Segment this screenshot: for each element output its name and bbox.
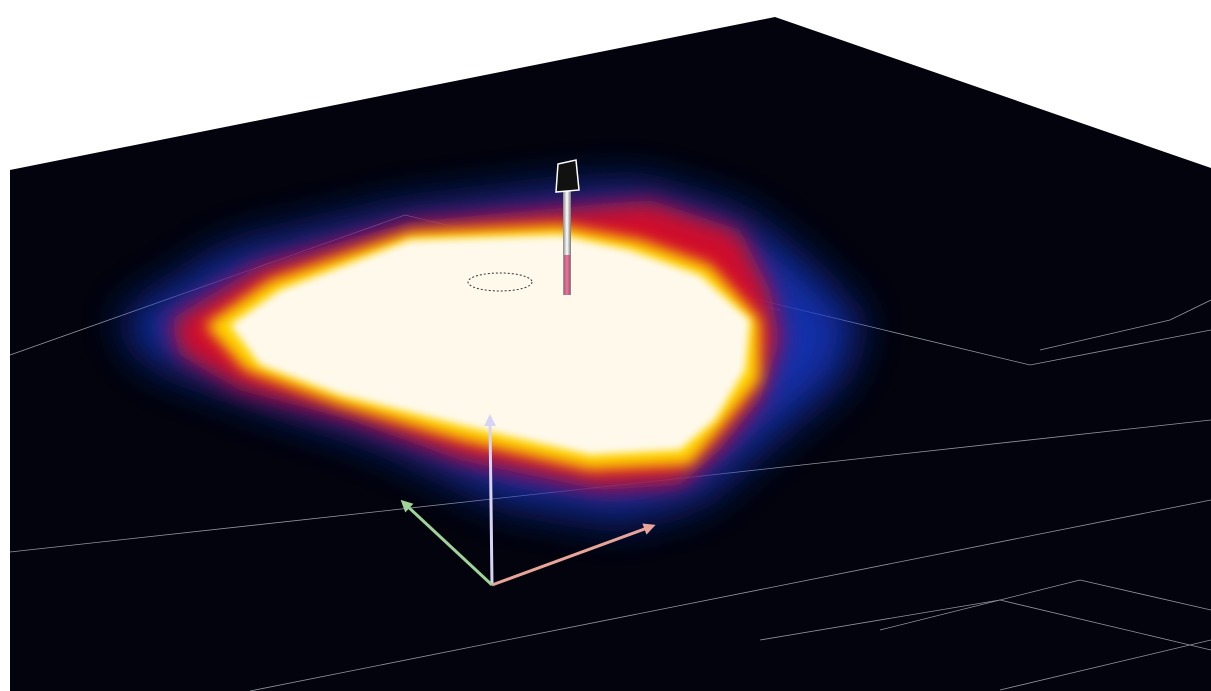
axis-x bbox=[491, 523, 656, 587]
pole-base bbox=[467, 272, 533, 292]
luminaire bbox=[555, 159, 580, 193]
pole bbox=[563, 190, 571, 295]
axis-y bbox=[400, 499, 494, 587]
pole-glow bbox=[564, 255, 570, 295]
axis-gizmo bbox=[400, 414, 656, 587]
light-pole bbox=[467, 159, 580, 295]
illuminance-heatmap bbox=[120, 185, 860, 520]
heat-white bbox=[230, 235, 750, 455]
axis-z bbox=[484, 414, 497, 586]
